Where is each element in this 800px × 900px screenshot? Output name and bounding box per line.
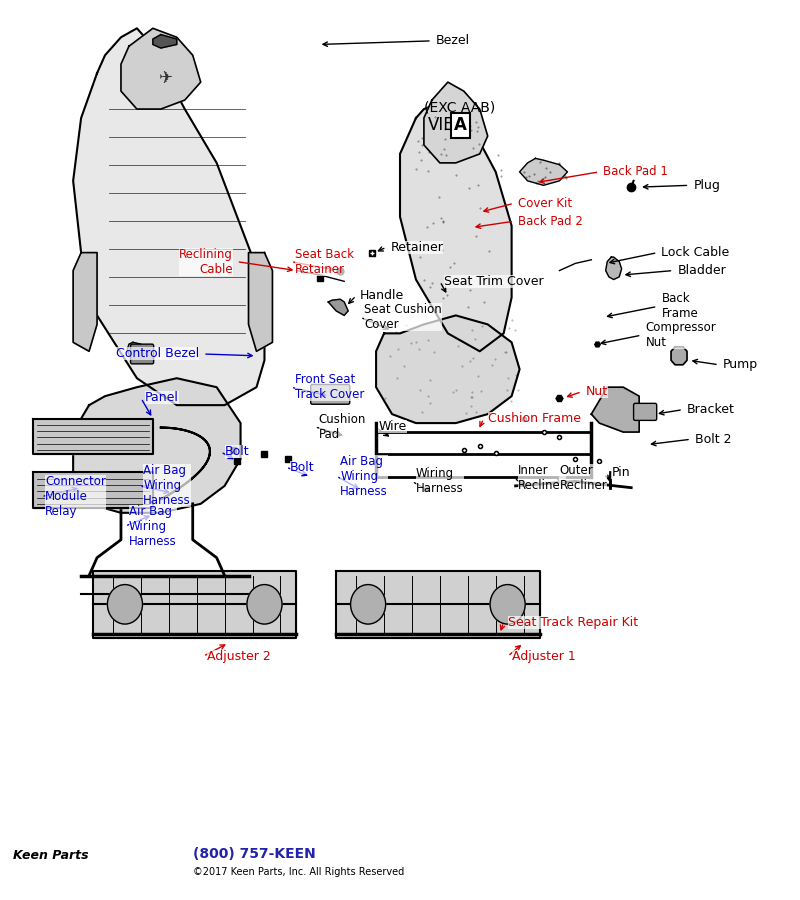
Text: Wire: Wire	[378, 420, 406, 433]
Text: Outer
Recliner: Outer Recliner	[559, 464, 607, 491]
Text: Compressor
Nut: Compressor Nut	[646, 321, 716, 349]
Text: Back Pad 2: Back Pad 2	[518, 215, 583, 228]
Text: VIEW: VIEW	[428, 116, 471, 134]
Polygon shape	[671, 346, 687, 364]
Text: Air Bag
Wiring
Harness: Air Bag Wiring Harness	[143, 464, 191, 508]
Polygon shape	[73, 253, 97, 351]
Polygon shape	[249, 253, 273, 351]
Text: Bezel: Bezel	[436, 34, 470, 48]
Polygon shape	[34, 472, 153, 508]
Circle shape	[350, 585, 386, 624]
Polygon shape	[127, 342, 145, 357]
Polygon shape	[424, 82, 488, 163]
Text: Inner
Recliner: Inner Recliner	[518, 464, 566, 491]
Polygon shape	[519, 158, 567, 185]
Text: Front Seat
Track Cover: Front Seat Track Cover	[294, 374, 364, 401]
Text: Panel: Panel	[145, 392, 178, 404]
Text: (EXC AAB): (EXC AAB)	[424, 100, 495, 114]
Text: Handle: Handle	[360, 289, 404, 302]
Text: Nut: Nut	[586, 385, 608, 398]
Polygon shape	[328, 300, 348, 315]
Text: Seat Trim Cover: Seat Trim Cover	[444, 274, 543, 288]
Text: Pump: Pump	[723, 358, 758, 372]
Polygon shape	[73, 28, 265, 405]
Text: Bolt 2: Bolt 2	[695, 433, 731, 446]
Text: Bracket: Bracket	[687, 403, 735, 416]
Polygon shape	[400, 100, 512, 351]
FancyBboxPatch shape	[10, 841, 790, 889]
Text: Reclining
Cable: Reclining Cable	[178, 248, 233, 275]
Text: Plug: Plug	[694, 179, 720, 192]
Text: Control Bezel: Control Bezel	[116, 347, 199, 361]
Circle shape	[490, 585, 525, 624]
Text: Air Bag
Wiring
Harness: Air Bag Wiring Harness	[129, 505, 177, 548]
Text: Bolt: Bolt	[290, 461, 314, 473]
Text: Bolt: Bolt	[225, 446, 250, 458]
Text: Retainer: Retainer	[390, 240, 443, 254]
Text: Back
Frame: Back Frame	[662, 292, 698, 320]
Circle shape	[107, 585, 142, 624]
Text: Keen Parts: Keen Parts	[14, 849, 89, 862]
Text: Back Pad 1: Back Pad 1	[603, 166, 668, 178]
FancyBboxPatch shape	[634, 403, 657, 420]
Text: Pin: Pin	[611, 466, 630, 479]
FancyBboxPatch shape	[130, 344, 154, 364]
Text: Cover Kit: Cover Kit	[518, 197, 572, 210]
Text: Air Bag
Wiring
Harness: Air Bag Wiring Harness	[340, 454, 388, 498]
Polygon shape	[376, 315, 519, 423]
Text: Lock Cable: Lock Cable	[662, 246, 730, 259]
Polygon shape	[336, 572, 539, 638]
Text: Bladder: Bladder	[678, 264, 726, 277]
Text: (800) 757-KEEN: (800) 757-KEEN	[193, 847, 315, 860]
Polygon shape	[34, 418, 153, 454]
Text: Cushion
Pad: Cushion Pad	[318, 413, 366, 441]
Circle shape	[247, 585, 282, 624]
Text: Cushion Frame: Cushion Frame	[488, 412, 581, 425]
Polygon shape	[73, 378, 241, 513]
Polygon shape	[153, 34, 177, 48]
Text: Wiring
Harness: Wiring Harness	[416, 467, 464, 495]
Text: ©2017 Keen Parts, Inc. All Rights Reserved: ©2017 Keen Parts, Inc. All Rights Reserv…	[193, 867, 404, 877]
FancyBboxPatch shape	[310, 384, 350, 404]
Polygon shape	[606, 257, 622, 280]
Text: Adjuster 2: Adjuster 2	[207, 650, 271, 663]
Text: ✈: ✈	[158, 68, 172, 86]
Polygon shape	[93, 572, 296, 638]
Text: Connector
Module
Relay: Connector Module Relay	[46, 475, 106, 518]
Text: Seat Back
Retainer: Seat Back Retainer	[294, 248, 354, 275]
Text: Adjuster 1: Adjuster 1	[512, 650, 575, 663]
Polygon shape	[121, 28, 201, 109]
Text: Seat Cushion
Cover: Seat Cushion Cover	[364, 303, 442, 331]
Text: A: A	[454, 116, 467, 134]
Polygon shape	[591, 387, 639, 432]
Text: Seat Track Repair Kit: Seat Track Repair Kit	[508, 616, 638, 629]
